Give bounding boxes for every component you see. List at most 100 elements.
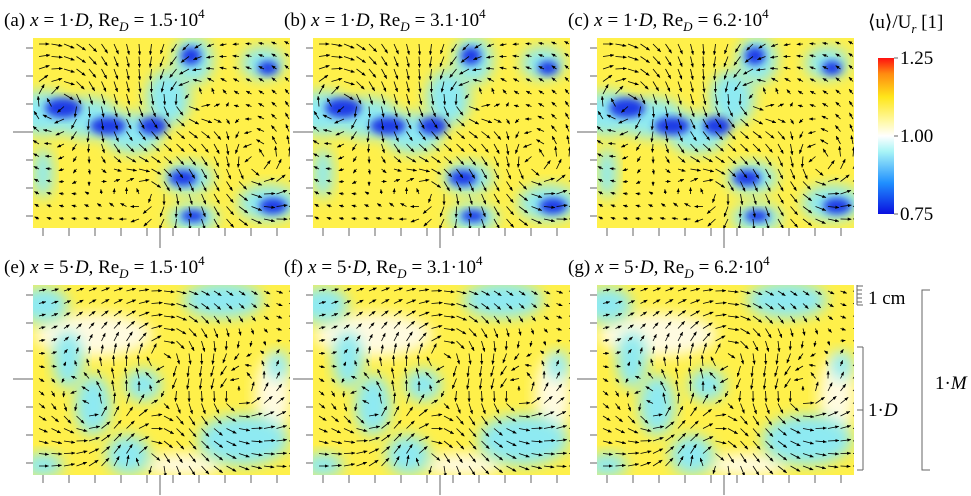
vector: [245, 90, 252, 95]
title-re: Re: [98, 257, 119, 278]
vector: [515, 131, 520, 139]
vector: [56, 143, 65, 148]
vector: [481, 103, 491, 107]
vector: [113, 68, 119, 80]
title-x-value: = 5·: [321, 257, 352, 278]
vector: [393, 93, 398, 105]
vector: [71, 118, 77, 130]
vector: [635, 118, 641, 130]
title-x-var: x: [594, 257, 604, 278]
vector: [88, 68, 97, 78]
vector: [188, 131, 199, 139]
vector: [138, 81, 142, 93]
vector: [491, 87, 495, 95]
vector: [244, 130, 252, 134]
vector: [251, 426, 263, 430]
vector: [456, 106, 464, 116]
vector: [481, 118, 493, 124]
vector: [665, 93, 670, 105]
vector: [225, 102, 229, 107]
vector: [621, 156, 629, 160]
vector: [627, 56, 639, 61]
vector: [564, 88, 570, 95]
vector: [314, 216, 320, 220]
vector: [525, 54, 532, 58]
vector: [439, 218, 445, 228]
vector: [598, 191, 604, 195]
vector: [313, 139, 320, 145]
panel-title: (b) x = 1·D, ReD = 3.1·104: [284, 6, 486, 34]
vector: [393, 179, 401, 183]
vector: [381, 81, 387, 92]
vector: [201, 131, 211, 139]
vector: [442, 93, 447, 106]
vector: [622, 217, 629, 221]
vector: [284, 40, 290, 45]
vector: [366, 118, 370, 131]
vector: [627, 451, 640, 455]
vector: [506, 193, 514, 203]
vector: [38, 74, 49, 82]
vector: [518, 218, 529, 226]
title-re: Re: [98, 10, 119, 31]
vector: [313, 125, 320, 132]
vector: [163, 118, 172, 129]
vector: [188, 143, 197, 153]
panel: (f) x = 5·D, ReD = 3.1·104: [284, 253, 570, 495]
vector: [284, 64, 290, 70]
vector: [138, 178, 150, 182]
vector: [325, 167, 332, 171]
vector: [665, 81, 671, 92]
vector: [351, 143, 357, 151]
vector: [506, 156, 510, 168]
vector: [284, 88, 290, 95]
vector: [163, 156, 173, 165]
title-x-unit: D,: [352, 257, 376, 278]
vector: [101, 56, 108, 67]
vector: [456, 193, 460, 206]
vector: [381, 168, 387, 174]
vector: [71, 180, 77, 184]
vector: [393, 81, 398, 93]
vector: [410, 218, 420, 223]
panel: (c) x = 1·D, ReD = 6.2·104: [568, 6, 854, 248]
vector: [827, 192, 840, 196]
vector: [245, 54, 252, 58]
vector: [363, 217, 370, 221]
vector: [551, 135, 557, 145]
colorbar-label: ⟨u⟩/Ur [1]: [868, 12, 943, 36]
cyan-region: [670, 435, 714, 475]
cyan-region: [75, 375, 111, 435]
vector: [34, 216, 40, 220]
vector: [462, 43, 470, 51]
vector: [456, 143, 465, 152]
vector: [271, 89, 277, 95]
blue-core: [461, 47, 481, 65]
vector: [201, 156, 208, 167]
vector: [636, 168, 641, 174]
vector: [288, 218, 290, 220]
vector: [101, 81, 107, 92]
vector: [647, 217, 654, 221]
vector: [493, 168, 500, 180]
vector: [551, 89, 557, 95]
vector: [138, 118, 145, 129]
vector: [176, 168, 184, 179]
vector: [236, 156, 240, 168]
title-x-value: = 5·: [44, 257, 75, 278]
vector: [54, 118, 65, 124]
title-re-value: = 6.2·10: [698, 10, 763, 31]
diameter-var: D: [883, 400, 898, 421]
vector: [468, 156, 477, 166]
vector: [368, 43, 377, 53]
title-x-unit: D,: [74, 10, 98, 31]
vector: [564, 100, 570, 107]
vector: [565, 123, 570, 132]
cyan-region: [355, 375, 391, 435]
vector: [163, 131, 172, 140]
vector: [33, 110, 40, 120]
vector: [368, 81, 376, 92]
vector: [238, 181, 247, 190]
colorbar-tick-label: 0.75: [900, 204, 933, 225]
vector: [284, 100, 290, 107]
